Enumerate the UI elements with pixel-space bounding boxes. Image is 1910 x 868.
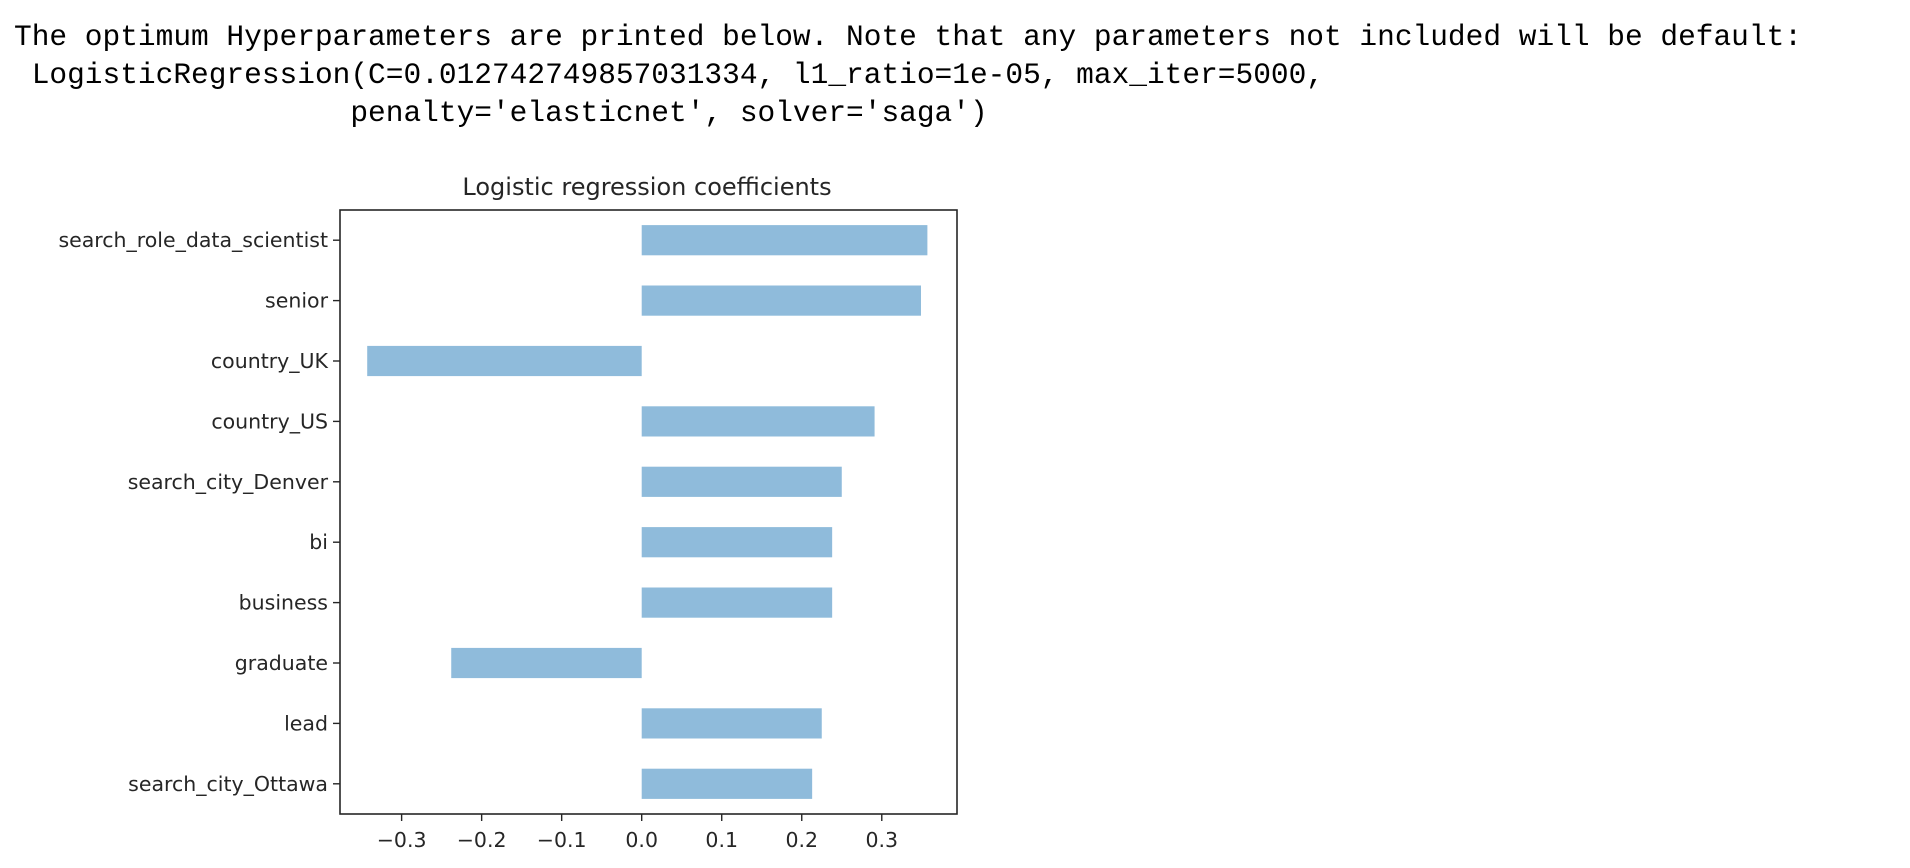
bar-bi xyxy=(641,527,833,558)
x-axis: −0.3 −0.2 −0.1 0.0 0.1 0.2 0.3 xyxy=(377,814,898,852)
cell-output-text: The optimum Hyperparameters are printed … xyxy=(14,18,1802,132)
y-tick-label-search_role_data_scientist: search_role_data_scientist xyxy=(58,228,328,253)
x-tick-label: −0.2 xyxy=(457,828,507,852)
bar-search_city_Ottawa xyxy=(641,768,813,799)
plot-frame xyxy=(339,209,958,815)
x-tick-label: 0.1 xyxy=(705,828,738,852)
bar-search_city_Denver xyxy=(641,466,842,497)
bar-business xyxy=(641,587,833,618)
y-tick-label-country_US: country_US xyxy=(211,409,328,434)
y-tick-label-bi: bi xyxy=(309,530,328,554)
y-tick-label-senior: senior xyxy=(265,289,329,313)
y-tick-label-country_UK: country_UK xyxy=(211,349,329,374)
bar-lead xyxy=(641,708,822,739)
x-tick-label: −0.3 xyxy=(377,828,427,852)
bar-search_role_data_scientist xyxy=(641,225,928,256)
chart-title: Logistic regression coefficients xyxy=(462,173,831,201)
y-tick-label-lead: lead xyxy=(284,711,328,735)
y-tick-label-business: business xyxy=(239,591,328,615)
output-line-1: The optimum Hyperparameters are printed … xyxy=(14,20,1802,54)
bar-country_UK xyxy=(367,345,642,377)
x-tick-label: 0.2 xyxy=(785,828,818,852)
bar-country_US xyxy=(641,406,875,437)
bar-senior xyxy=(641,285,921,316)
y-tick-label-search_city_Ottawa: search_city_Ottawa xyxy=(128,772,328,797)
x-tick-label: 0.0 xyxy=(625,828,658,852)
output-line-3: penalty='elasticnet', solver='saga') xyxy=(14,96,988,130)
y-tick-label-graduate: graduate xyxy=(235,651,328,675)
bars-layer xyxy=(367,225,928,799)
output-line-2: LogisticRegression(C=0.01274274985703133… xyxy=(14,58,1325,92)
y-tick-label-search_city_Denver: search_city_Denver xyxy=(128,470,329,495)
bar-graduate xyxy=(451,647,642,679)
x-tick-label: −0.1 xyxy=(537,828,587,852)
x-tick-label: 0.3 xyxy=(865,828,898,852)
